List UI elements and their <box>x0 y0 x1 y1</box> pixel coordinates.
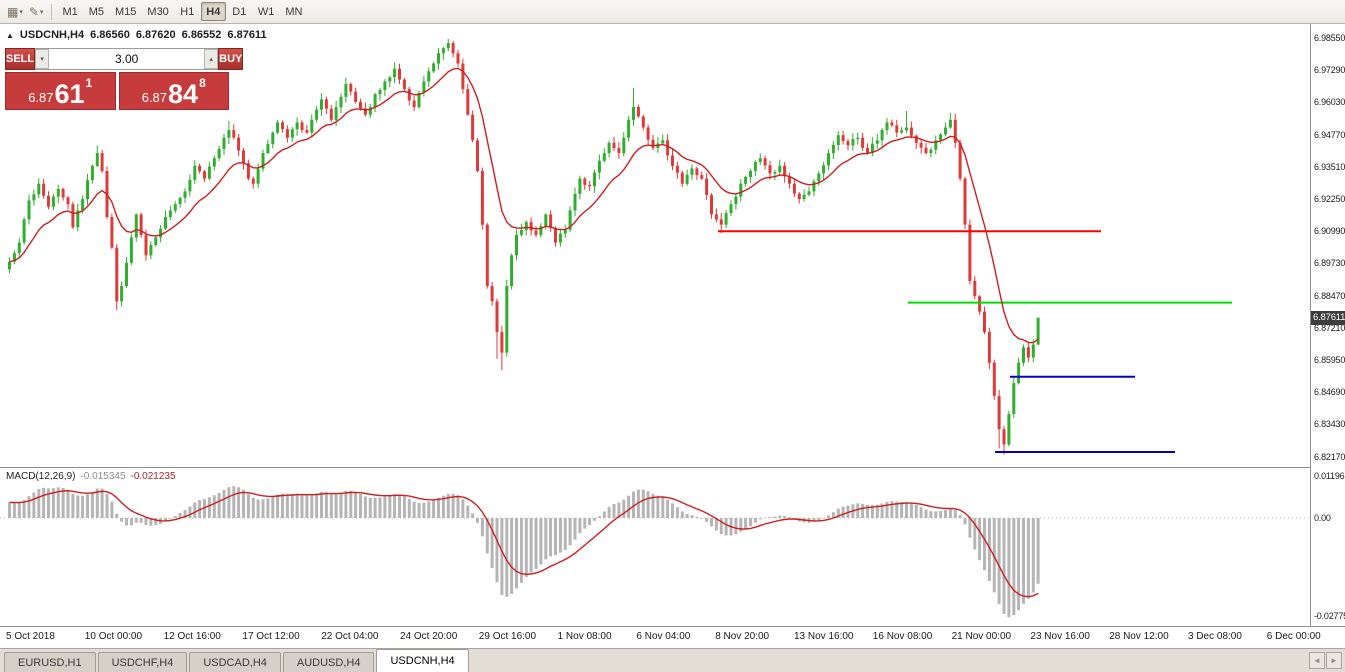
time-axis-label: 21 Nov 00:00 <box>951 631 1012 642</box>
time-axis-label: 17 Oct 12:00 <box>242 631 300 642</box>
chart-tab-usdcnh-h4[interactable]: USDCNH,H4 <box>376 649 469 672</box>
ask-price[interactable]: 6.87 84 8 <box>118 72 229 110</box>
price-axis-label: 6.97290 <box>1314 65 1345 76</box>
tab-scroll-controls: ◄ ► <box>1309 652 1342 669</box>
timeframe-button-h4[interactable]: H4 <box>200 2 226 21</box>
chart-tab-audusd-h4[interactable]: AUDUSD,H4 <box>282 652 375 672</box>
price-axis-label: 6.93510 <box>1314 161 1345 172</box>
draw-color-glyph: ✎ <box>28 4 39 19</box>
macd-main-value: -0.015345 <box>80 471 126 482</box>
price-axis-label: 6.87210 <box>1314 322 1345 333</box>
price-axis-label: 6.94770 <box>1314 129 1345 140</box>
bid-price[interactable]: 6.87 61 1 <box>5 72 116 110</box>
time-axis-label: 6 Nov 04:00 <box>636 631 691 642</box>
time-axis-label: 16 Nov 08:00 <box>872 631 933 642</box>
low-value: 6.86552 <box>181 29 222 41</box>
time-axis-label: 28 Nov 12:00 <box>1109 631 1169 642</box>
volume-input[interactable] <box>49 49 205 69</box>
ohlc-header: ▲ USDCNH,H4 6.86560 6.87620 6.86552 6.87… <box>6 29 267 41</box>
time-axis-label: 10 Oct 00:00 <box>84 631 143 642</box>
price-axis-label: 6.88470 <box>1314 290 1345 301</box>
chart-window-glyph: ▦ <box>7 4 19 19</box>
time-axis-label: 12 Oct 16:00 <box>163 631 221 642</box>
price-axis-label: 6.85950 <box>1314 355 1345 365</box>
ask-prefix: 6.87 <box>141 90 168 105</box>
timeframe-button-d1[interactable]: D1 <box>232 5 247 18</box>
timeframe-buttons: M1 M5 M15 M30 H1 H4 D1 W1 MN <box>57 2 307 21</box>
top-toolbar: ▦ ▾ ✎ ▾ M1 M5 M15 M30 H1 H4 D1 W1 MN <box>0 0 1345 24</box>
volume-increase-button[interactable]: ▴ <box>204 49 219 69</box>
one-click-collapse-icon[interactable]: ▲ <box>6 30 14 40</box>
chart-window: ▲ USDCNH,H4 6.86560 6.87620 6.86552 6.87… <box>0 24 1345 648</box>
tab-scroll-right-icon[interactable]: ► <box>1326 652 1342 669</box>
time-axis-label: 6 Dec 00:00 <box>1266 631 1321 642</box>
price-axis-label: 6.90990 <box>1314 226 1345 237</box>
macd-header: MACD(12,26,9) -0.015345 -0.021235 <box>6 471 176 482</box>
volume-decrease-button[interactable]: ▾ <box>35 49 50 69</box>
chevron-down-icon: ▾ <box>39 8 44 16</box>
timeframe-button-m1[interactable]: M1 <box>62 5 78 18</box>
time-axis-label: 1 Nov 08:00 <box>557 631 612 642</box>
macd-axis-label: -0.02775 <box>1314 610 1345 621</box>
current-price-badge: 6.87611 <box>1311 310 1345 325</box>
timeframe-button-h1[interactable]: H1 <box>180 5 195 18</box>
time-axis-label: 22 Oct 04:00 <box>321 631 379 642</box>
price-axis-label: 6.96030 <box>1314 97 1345 108</box>
time-axis-label: 13 Nov 16:00 <box>794 631 854 642</box>
macd-signal-value: -0.021235 <box>130 471 176 482</box>
price-axis[interactable]: 6.87611 6.98550 6.97290 6.96030 6.94770 6.93… <box>1310 24 1345 626</box>
time-axis-label: 29 Oct 16:00 <box>478 631 537 642</box>
time-axis-label: 5 Oct 2018 <box>6 631 55 642</box>
timeframe-button-mn[interactable]: MN <box>285 5 303 18</box>
chart-tabs: EURUSD,H1 USDCHF,H4 USDCAD,H4 AUDUSD,H4 USDC… <box>4 649 471 672</box>
sell-button[interactable]: SELL <box>5 48 36 70</box>
bid-point-digit: 1 <box>85 76 93 90</box>
high-value: 6.87620 <box>135 29 176 41</box>
macd-axis-label: 0.011965 <box>1314 470 1345 481</box>
chart-tab-bar: EURUSD,H1 USDCHF,H4 USDCAD,H4 AUDUSD,H4 USDC… <box>0 648 1345 672</box>
chart-tab-usdcad-h4[interactable]: USDCAD,H4 <box>189 652 281 672</box>
tab-scroll-left-icon[interactable]: ◄ <box>1309 652 1325 669</box>
time-axis-label: 3 Dec 08:00 <box>1188 631 1242 642</box>
price-axis-label: 6.82170 <box>1314 451 1345 462</box>
price-axis-label: 6.84690 <box>1314 387 1345 398</box>
toolbar-separator <box>51 3 53 20</box>
price-axis-label: 6.83430 <box>1314 419 1345 430</box>
chevron-down-icon: ▾ <box>19 8 23 16</box>
chart-window-icon[interactable]: ▦ ▾ <box>4 2 26 22</box>
time-axis-label: 23 Nov 16:00 <box>1030 631 1090 642</box>
ask-point-digit: 8 <box>199 76 206 90</box>
volume-field: ▾ ▴ <box>35 48 219 70</box>
close-value: 6.87611 <box>227 29 267 41</box>
price-axis-label: 6.98550 <box>1314 33 1345 43</box>
timeframe-button-w1[interactable]: W1 <box>257 5 275 18</box>
ask-big-digits: 84 <box>168 79 199 110</box>
price-axis-label: 6.89730 <box>1314 258 1345 269</box>
price-axis-label: 6.92250 <box>1314 194 1345 204</box>
time-axis-label: 24 Oct 20:00 <box>400 631 458 642</box>
bid-prefix: 6.87 <box>28 90 54 105</box>
symbol-period-label: USDCNH,H4 <box>19 29 85 41</box>
macd-indicator-label: MACD(12,26,9) <box>6 471 76 482</box>
one-click-trading-panel: SELL ▾ ▴ BUY 6.87 61 1 6.87 84 8 <box>5 48 244 110</box>
timeframe-button-m15[interactable]: M15 <box>115 5 137 18</box>
draw-color-icon[interactable]: ✎ ▾ <box>26 2 47 22</box>
macd-axis-label: 0.00 <box>1314 513 1331 523</box>
bid-big-digits: 61 <box>54 79 85 110</box>
chart-tab-eurusd-h1[interactable]: EURUSD,H1 <box>4 652 96 672</box>
chart-tab-usdchf-h4[interactable]: USDCHF,H4 <box>97 652 188 672</box>
macd-canvas[interactable]: MACD(12,26,9) -0.015345 -0.021235 <box>0 467 1310 626</box>
timeframe-button-m5[interactable]: M5 <box>88 5 104 18</box>
buy-button[interactable]: BUY <box>218 48 244 70</box>
price-chart-canvas[interactable] <box>0 24 1310 467</box>
open-value: 6.86560 <box>90 29 130 41</box>
time-axis[interactable]: 5 Oct 2018 10 Oct 00:00 12 Oct 16:00 17 Oct… <box>0 626 1345 648</box>
timeframe-button-m30[interactable]: M30 <box>147 5 169 18</box>
time-axis-label: 8 Nov 20:00 <box>715 631 770 642</box>
